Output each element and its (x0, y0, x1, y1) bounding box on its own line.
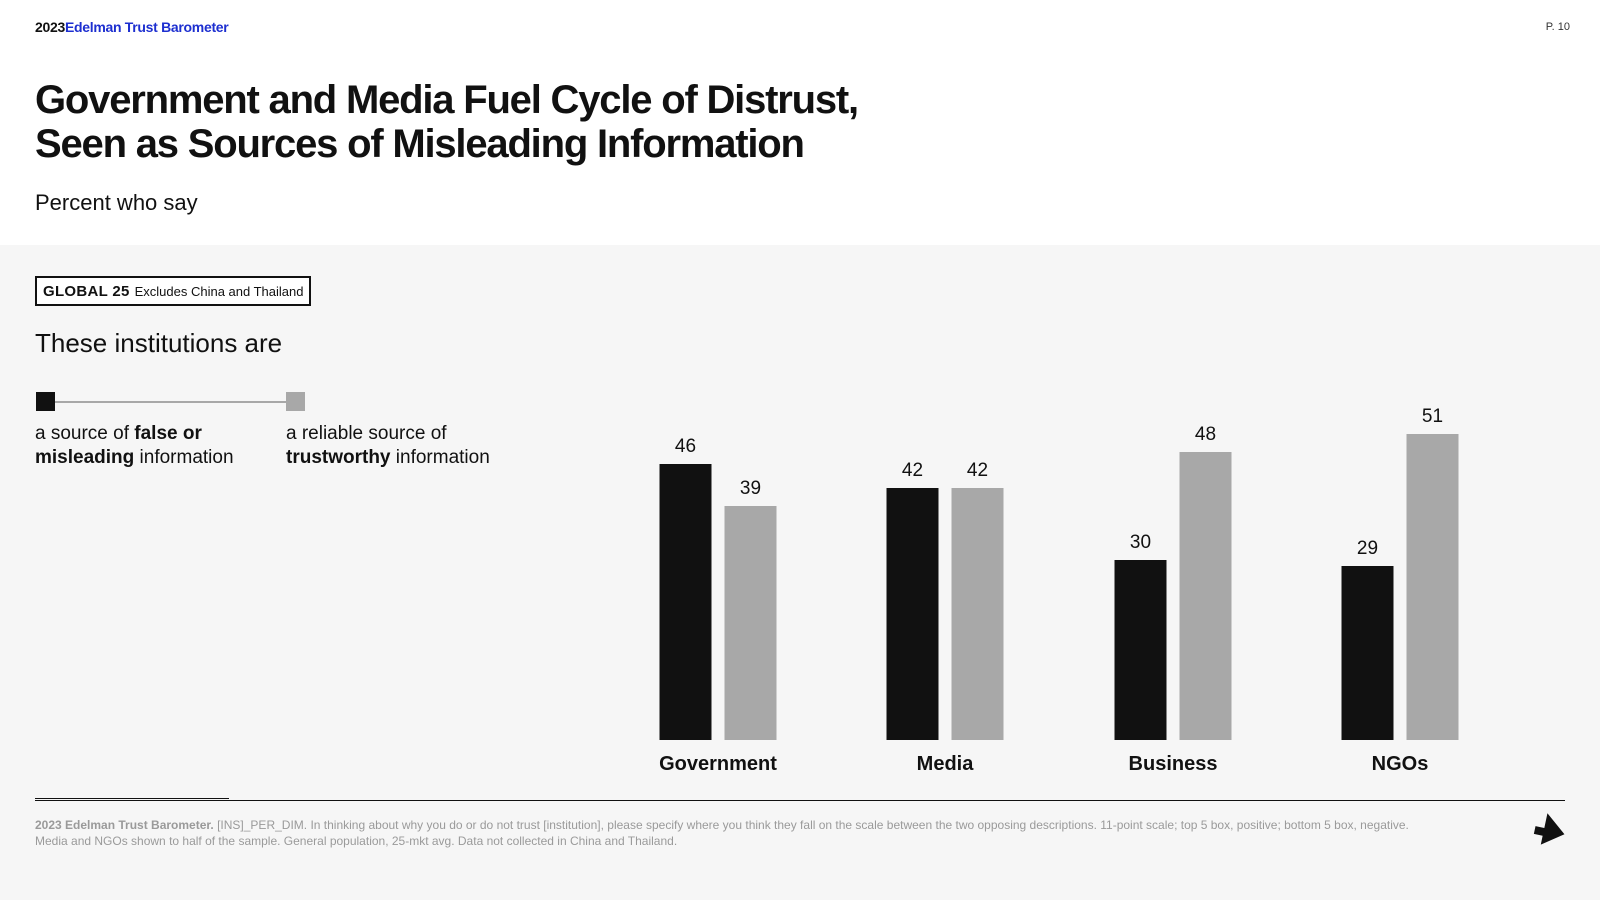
sample-badge-label: GLOBAL 25 (43, 282, 130, 300)
page-number: P. 10 (1545, 21, 1570, 33)
bar-government-trustworthy (724, 506, 777, 740)
page-subtitle: Percent who say (35, 190, 198, 215)
arrow-down-right-icon[interactable] (1531, 812, 1567, 848)
legend-swatch-misleading (36, 392, 55, 411)
legend-right-bold: trustworthy (286, 447, 391, 468)
footer-rule (35, 800, 1565, 801)
legend-label-trustworthy: a reliable source of trustworthy informa… (286, 422, 536, 470)
institutions-heading: These institutions are (35, 328, 283, 358)
sample-badge-note: Excludes China and Thailand (134, 283, 304, 299)
legend-right-post: information (390, 447, 490, 468)
footnote: 2023 Edelman Trust Barometer. [INS]_PER_… (35, 817, 1435, 849)
legend-label-misleading: a source of false or misleading informat… (35, 422, 265, 470)
category-label-business: Business (1129, 753, 1218, 775)
footer-rule-accent (35, 798, 229, 799)
bar-ngos-misleading (1341, 566, 1394, 740)
brand-logo: 2023Edelman Trust Barometer (35, 19, 229, 35)
bar-business-trustworthy (1179, 452, 1232, 740)
data-label-business-misleading: 30 (1130, 532, 1151, 553)
legend-right-pre: a reliable source of (286, 423, 447, 444)
data-label-government-misleading: 46 (675, 436, 696, 457)
legend-swatch-trustworthy (286, 392, 305, 411)
bar-ngos-trustworthy (1406, 434, 1459, 740)
data-label-media-misleading: 42 (902, 460, 923, 481)
category-label-government: Government (659, 753, 777, 775)
category-label-media: Media (917, 753, 975, 775)
bar-government-misleading (659, 464, 712, 740)
scale-line (45, 401, 295, 403)
bar-media-trustworthy (951, 488, 1004, 740)
brand-name: Edelman Trust Barometer (64, 19, 229, 35)
category-label-ngos: NGOs (1372, 753, 1429, 775)
data-label-business-trustworthy: 48 (1195, 424, 1216, 445)
footnote-text: [INS]_PER_DIM. In thinking about why you… (35, 818, 1409, 848)
page-title: Government and Media Fuel Cycle of Distr… (35, 78, 859, 166)
data-label-media-trustworthy: 42 (967, 460, 988, 481)
legend-left-pre: a source of (35, 423, 135, 444)
data-label-ngos-trustworthy: 51 (1422, 406, 1443, 427)
bar-chart: 46 39 Government 42 42 Media 30 48 Business 29 51 N… (659, 406, 1459, 775)
sample-badge: GLOBAL 25 Excludes China and Thailand (35, 276, 312, 306)
header-band (0, 0, 1600, 245)
data-label-ngos-misleading: 29 (1357, 538, 1378, 559)
brand-year: 2023 (35, 19, 65, 35)
footnote-source: 2023 Edelman Trust Barometer. (35, 818, 214, 832)
bar-media-misleading (886, 488, 939, 740)
legend-left-post: information (134, 447, 234, 468)
legend-left-bold: false or misleading (35, 423, 202, 468)
chart-panel (0, 245, 1600, 900)
bar-business-misleading (1114, 560, 1167, 740)
data-label-government-trustworthy: 39 (740, 478, 761, 499)
